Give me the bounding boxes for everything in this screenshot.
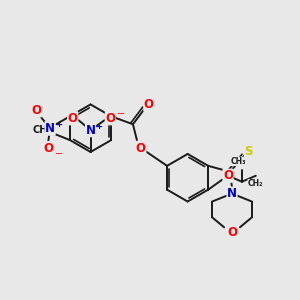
Text: CH₂: CH₂ [248,179,263,188]
Text: O: O [105,112,116,125]
Text: O: O [223,169,233,182]
Text: +: + [55,120,62,129]
Text: −: − [117,109,125,119]
Text: −: − [55,149,63,159]
Text: O: O [68,112,78,125]
Text: CH₃: CH₃ [32,125,52,135]
Text: O: O [136,142,146,154]
Text: +: + [95,122,103,131]
Text: O: O [43,142,53,154]
Text: O: O [144,98,154,111]
Text: O: O [31,104,41,117]
Text: N: N [227,187,237,200]
Text: N: N [45,122,55,135]
Text: CH₃: CH₃ [230,157,246,166]
Text: S: S [244,146,253,158]
Text: N: N [85,124,96,137]
Text: O: O [227,226,237,239]
